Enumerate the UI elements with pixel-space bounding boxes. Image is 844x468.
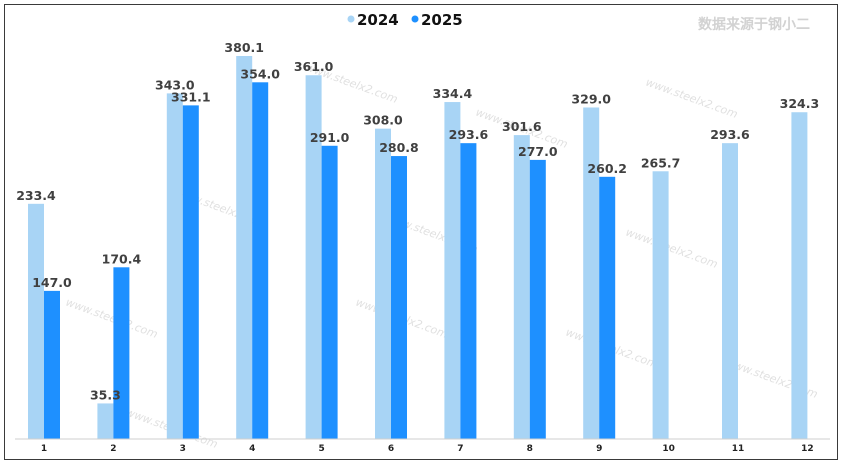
value-label-2024-4: 380.1 (224, 40, 264, 55)
x-tick-label-9: 9 (596, 444, 602, 454)
bar-2024-7 (444, 102, 461, 439)
value-label-2024-9: 329.0 (571, 91, 611, 106)
x-tick-label-12: 12 (801, 444, 814, 454)
x-tick-label-4: 4 (249, 444, 255, 454)
bar-2025-6 (391, 156, 407, 439)
value-label-2025-5: 291.0 (310, 130, 350, 145)
bars-layer (28, 56, 808, 440)
watermark-text: www.steelx2.com (644, 76, 740, 121)
x-tick-label-3: 3 (180, 444, 186, 454)
bar-2025-2 (113, 267, 130, 439)
watermark-text: www.steelx2.com (624, 226, 720, 271)
x-tick-label-6: 6 (388, 444, 394, 454)
value-label-2024-2: 35.3 (90, 387, 121, 402)
bar-2024-4 (236, 56, 253, 439)
bar-chart: www.steelx2.com www.steelx2.com www.steelx… (15, 11, 830, 454)
watermark-text: www.steelx2.com (64, 296, 160, 341)
x-tick-label-10: 10 (662, 444, 675, 454)
value-label-2024-6: 308.0 (363, 113, 403, 128)
value-label-2025-8: 277.0 (518, 144, 558, 159)
bar-2024-3 (166, 93, 183, 439)
value-label-2024-7: 334.4 (433, 86, 473, 101)
bar-2025-9 (599, 176, 616, 439)
value-label-2025-1: 147.0 (32, 275, 72, 290)
legend: 2024 2025 (347, 11, 463, 29)
value-label-2025-3: 331.1 (171, 89, 211, 104)
legend-label-2024: 2024 (357, 11, 399, 29)
bar-2025-1 (44, 290, 60, 439)
bar-2024-10 (652, 171, 669, 439)
value-label-2025-6: 280.8 (379, 140, 419, 155)
x-tick-label-7: 7 (457, 444, 463, 454)
value-label-2025-4: 354.0 (240, 66, 280, 81)
bar-2024-8 (513, 135, 530, 439)
legend-marker-2024 (347, 15, 355, 23)
chart-frame: www.steelx2.com www.steelx2.com www.steelx… (4, 4, 838, 460)
x-tick-label-1: 1 (41, 444, 47, 454)
value-label-2025-2: 170.4 (102, 251, 142, 266)
bar-2025-3 (182, 105, 199, 440)
value-label-2024-1: 233.4 (16, 188, 56, 203)
x-tick-label-8: 8 (527, 444, 533, 454)
bar-2024-12 (791, 112, 808, 439)
bar-2025-4 (252, 82, 269, 439)
bar-2024-2 (97, 403, 114, 439)
value-label-2024-8: 301.6 (502, 119, 542, 134)
bar-2024-5 (305, 75, 322, 439)
bar-2024-9 (583, 107, 600, 439)
value-label-2024-3: 343.0 (155, 77, 195, 92)
value-label-2025-9: 260.2 (587, 161, 627, 176)
bar-2025-8 (529, 159, 546, 440)
bar-2025-5 (321, 145, 338, 440)
value-label-2024-5: 361.0 (294, 59, 334, 74)
bar-2024-11 (722, 143, 738, 439)
data-source-credit: 数据来源于钢小二 (698, 16, 810, 33)
bar-2025-7 (460, 143, 477, 439)
legend-label-2025: 2025 (421, 11, 463, 29)
value-label-2024-12: 324.3 (780, 96, 820, 111)
bar-2024-1 (28, 203, 44, 439)
x-tick-label-2: 2 (110, 444, 116, 454)
legend-marker-2025 (411, 15, 419, 23)
bar-2024-6 (375, 128, 391, 439)
x-tick-label-11: 11 (732, 444, 745, 454)
x-tick-labels: 1 2 3 4 5 6 7 8 9 10 11 12 (41, 444, 814, 454)
value-label-2025-7: 293.6 (449, 127, 489, 142)
value-label-2024-10: 265.7 (641, 155, 681, 170)
x-tick-label-5: 5 (318, 444, 324, 454)
value-label-2024-11: 293.6 (710, 127, 750, 142)
